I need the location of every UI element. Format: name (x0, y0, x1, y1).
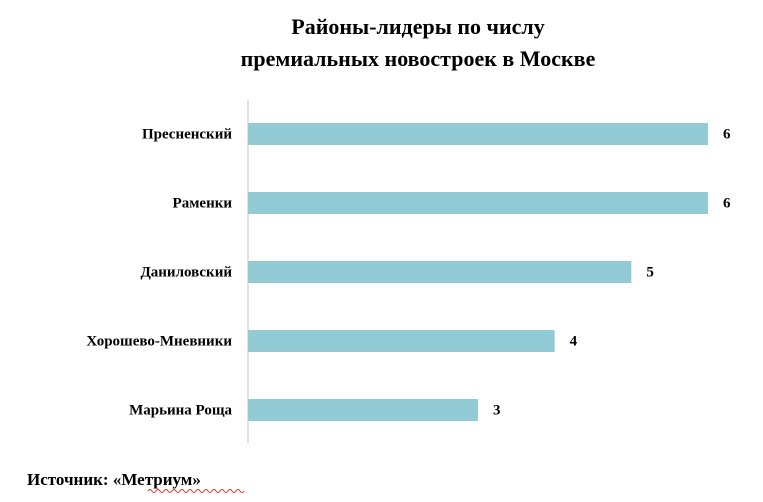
chart-title: Районы-лидеры по числу (291, 14, 544, 39)
y-tick-label: Раменки (173, 195, 233, 211)
chart-title: премиальных новостроек в Москве (241, 46, 596, 71)
y-tick-label: Даниловский (140, 264, 232, 280)
data-label: 5 (646, 264, 654, 280)
source-note: Источник: «Метриум» (27, 470, 201, 489)
data-label: 4 (570, 333, 578, 349)
bar (248, 261, 632, 283)
bar (248, 399, 478, 421)
data-label: 3 (493, 402, 501, 418)
bar (248, 192, 708, 214)
y-tick-label: Хорошево-Мневники (86, 333, 232, 349)
y-tick-label: Пресненский (142, 126, 232, 142)
bar (248, 123, 708, 145)
y-tick-label: Марьина Роща (129, 402, 232, 418)
data-label: 6 (723, 126, 731, 142)
data-label: 6 (723, 195, 731, 211)
spellcheck-underline (147, 489, 245, 493)
bar (248, 330, 555, 352)
